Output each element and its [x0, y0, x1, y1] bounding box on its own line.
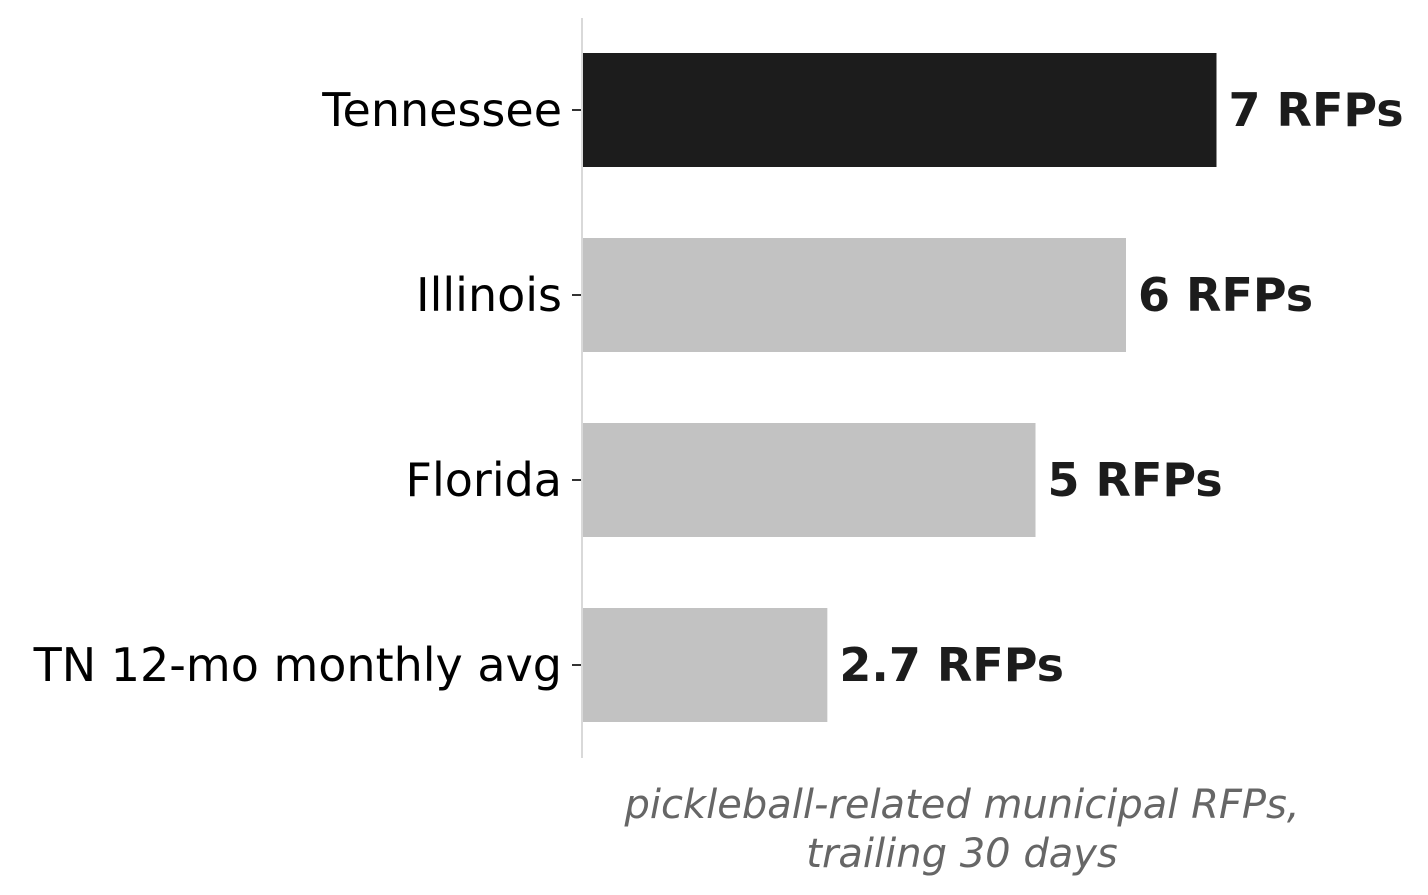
- bar-2: [583, 423, 1036, 537]
- value-label-3: 2.7 RFPs: [839, 638, 1064, 692]
- category-label-0: Tennessee: [321, 83, 562, 137]
- bar-1: [583, 238, 1126, 352]
- value-label-0: 7 RFPs: [1229, 83, 1404, 137]
- category-label-2: Florida: [406, 453, 562, 507]
- bars-group: Tennessee 7 RFPs Illinois 6 RFPs Florida 5 RF…: [33, 53, 1404, 722]
- category-label-1: Illinois: [416, 268, 562, 322]
- category-label-3: TN 12-mo monthly avg: [33, 638, 562, 692]
- bar-3: [583, 608, 828, 722]
- value-label-2: 5 RFPs: [1048, 453, 1223, 507]
- x-axis-label-line-2: trailing 30 days: [806, 831, 1117, 877]
- bar-0: [583, 53, 1217, 167]
- value-label-1: 6 RFPs: [1138, 268, 1313, 322]
- x-axis-label-line-1: pickleball-related municipal RFPs,: [623, 782, 1299, 828]
